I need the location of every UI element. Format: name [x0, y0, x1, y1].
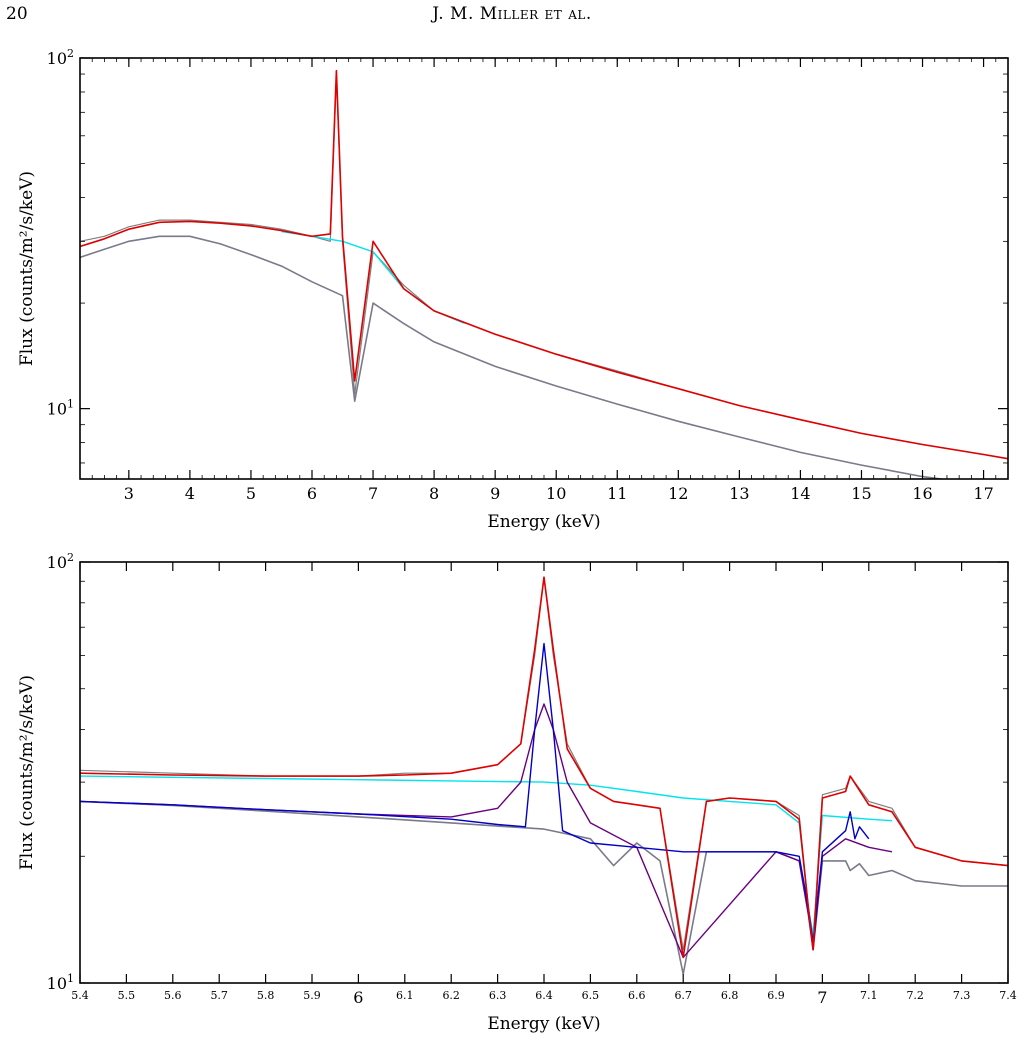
series-line-purple	[80, 703, 893, 959]
x-tick-label: 15	[851, 484, 871, 503]
x-tick-label: 5.9	[303, 989, 321, 1002]
series-continuum	[80, 775, 893, 936]
x-tick-label: 6.6	[628, 989, 646, 1002]
x-tick-label: 5.7	[210, 989, 228, 1002]
x-tick-label: 7.1	[860, 989, 878, 1002]
y-tick-label: 102	[47, 551, 74, 572]
series-line-blue	[80, 642, 870, 943]
running-head: J. M. Miller et al.	[432, 4, 592, 24]
x-axis-label: Energy (keV)	[487, 1014, 600, 1034]
page-number: 20	[6, 4, 28, 24]
x-tick-label: 4	[185, 484, 195, 503]
x-tick-label: 11	[607, 484, 627, 503]
y-axis-label: Flux (counts/m²/s/keV)	[17, 675, 37, 870]
x-tick-label: 5.6	[164, 989, 182, 1002]
series-data	[80, 576, 1008, 951]
chart-panel-2: 5.4 5.5 5.6 5.7 5.8 5.9 6 6.1 6.2 6.3 6.4 6.5 6.6 6.7…	[17, 551, 1017, 1034]
series-absorbed	[80, 235, 948, 479]
x-tick-label: 3	[124, 484, 134, 503]
x-tick-label: 9	[490, 484, 500, 503]
series-data	[80, 73, 1008, 460]
y-tick-label: 102	[47, 47, 74, 68]
x-tick-label: 17	[973, 484, 993, 503]
series-group	[80, 69, 1008, 479]
x-tick-label: 6.1	[396, 989, 414, 1002]
x-tick-label: 5.8	[257, 989, 275, 1002]
x-tick-label: 13	[729, 484, 749, 503]
x-tick-label: 5.4	[71, 989, 89, 1002]
x-tick-label: 6.9	[767, 989, 785, 1002]
x-tick-label: 12	[668, 484, 688, 503]
x-tick-label: 6.7	[674, 989, 692, 1002]
plot-frame	[79, 57, 1009, 480]
x-tick-label: 6.5	[582, 989, 600, 1002]
x-tick-label: 6.4	[535, 989, 553, 1002]
y-tick-label: 101	[47, 972, 74, 993]
x-axis-label: Energy (keV)	[487, 512, 600, 532]
y-axis-label: Flux (counts/m²/s/keV)	[17, 171, 37, 366]
x-tick-label: 7	[817, 988, 827, 1007]
x-tick-label: 5	[246, 484, 256, 503]
plot-frame	[79, 561, 1009, 984]
x-tick-label: 6	[307, 484, 317, 503]
x-tick-label: 16	[912, 484, 932, 503]
series-absorbed	[80, 800, 1008, 975]
series-model	[80, 69, 1008, 460]
x-tick-label: 5.5	[118, 989, 136, 1002]
x-tick-label: 6	[353, 988, 363, 1007]
series-model	[80, 576, 1008, 959]
x-tick-label: 7.3	[953, 989, 971, 1002]
x-tick-label: 6.8	[721, 989, 739, 1002]
x-tick-label: 7.4	[999, 989, 1017, 1002]
x-tick-label: 6.2	[442, 989, 460, 1002]
x-tick-label: 7.2	[906, 989, 924, 1002]
chart-panel-1: 3 4 5 6 7 8 9 10 11 12 13 14 15 16 17 101 102 Energy (keV…	[17, 47, 1009, 532]
x-tick-label: 10	[546, 484, 566, 503]
x-tick-label: 7	[368, 484, 378, 503]
series-group	[80, 576, 1008, 975]
x-tick-label: 8	[429, 484, 439, 503]
y-tick-label: 101	[47, 398, 74, 419]
x-tick-label: 6.3	[489, 989, 507, 1002]
x-tick-label: 14	[790, 484, 810, 503]
